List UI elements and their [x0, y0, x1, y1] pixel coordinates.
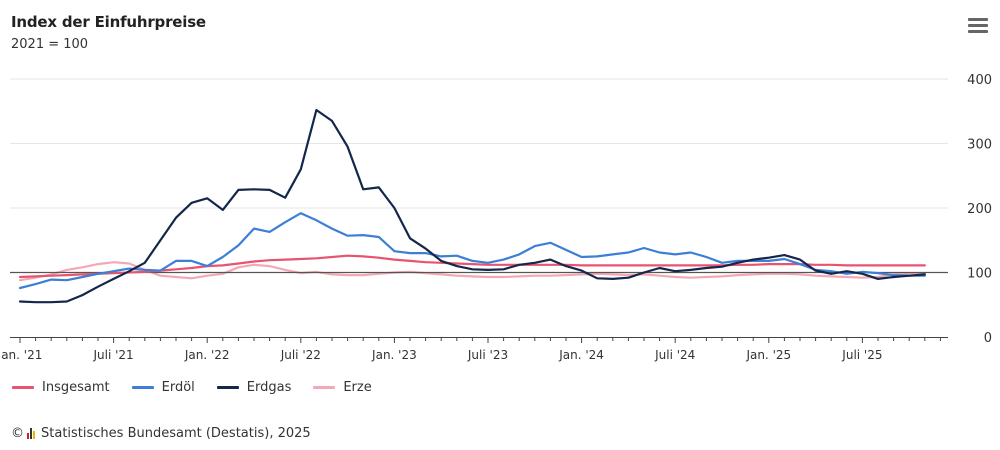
legend-label: Erdöl	[161, 380, 195, 395]
copyright-symbol: ©	[11, 426, 24, 441]
legend-swatch	[12, 386, 34, 389]
source-credit: © Statistisches Bundesamt (Destatis), 20…	[11, 426, 311, 441]
y-tick-label: 200	[967, 202, 992, 217]
x-tick-label: Juli '23	[467, 348, 508, 362]
y-tick-label: 300	[967, 138, 992, 153]
series-line-erze[interactable]	[18, 261, 926, 282]
series-lines	[10, 108, 948, 304]
legend-label: Insgesamt	[42, 380, 110, 395]
series-line-erdoel[interactable]	[18, 212, 926, 290]
chart-title: Index der Einfuhrpreise	[11, 13, 206, 31]
gridlines	[10, 78, 948, 209]
series-line-erdgas[interactable]	[18, 108, 926, 304]
credit-text: Statistisches Bundesamt (Destatis), 2025	[41, 426, 311, 441]
y-tick-label: 400	[967, 73, 992, 88]
legend-swatch	[313, 386, 336, 389]
series-line-insgesamt[interactable]	[18, 254, 926, 279]
chart-subtitle: 2021 = 100	[11, 37, 89, 52]
x-tick-label: Juli '22	[280, 348, 321, 362]
x-tick-label: Jan. '21	[0, 348, 42, 362]
y-axis-ticks: 0 100 200 300 400	[967, 73, 992, 346]
x-tick-label: Juli '25	[841, 348, 882, 362]
x-tick-label: Jan. '24	[558, 348, 604, 362]
x-tick-label: Juli '24	[654, 348, 695, 362]
legend-swatch	[131, 386, 154, 389]
x-tick-label: Jan. '25	[745, 348, 791, 362]
legend-item-insgesamt[interactable]: Insgesamt	[12, 380, 110, 395]
legend-swatch	[216, 386, 239, 389]
legend: Insgesamt Erdöl Erdgas Erze	[12, 380, 394, 395]
hamburger-menu-icon[interactable]	[968, 18, 988, 35]
legend-label: Erze	[343, 380, 372, 395]
x-tick-label: Jan. '23	[371, 348, 417, 362]
legend-item-erdgas[interactable]: Erdgas	[216, 380, 292, 395]
x-tick-label: Jan. '22	[184, 348, 230, 362]
destatis-logo-icon	[27, 428, 36, 439]
line-chart: 0 100 200 300 400 Jan. '21 Juli '21 Jan. '22 Ju…	[0, 73, 992, 362]
y-tick-label: 100	[967, 267, 992, 282]
x-axis: Jan. '21 Juli '21 Jan. '22 Juli '22 Jan. '23…	[0, 337, 948, 362]
legend-item-erdoel[interactable]: Erdöl	[131, 380, 195, 395]
legend-item-erze[interactable]: Erze	[313, 380, 372, 395]
x-tick-label: Juli '21	[92, 348, 133, 362]
legend-label: Erdgas	[246, 380, 292, 395]
y-tick-label: 0	[984, 331, 992, 346]
